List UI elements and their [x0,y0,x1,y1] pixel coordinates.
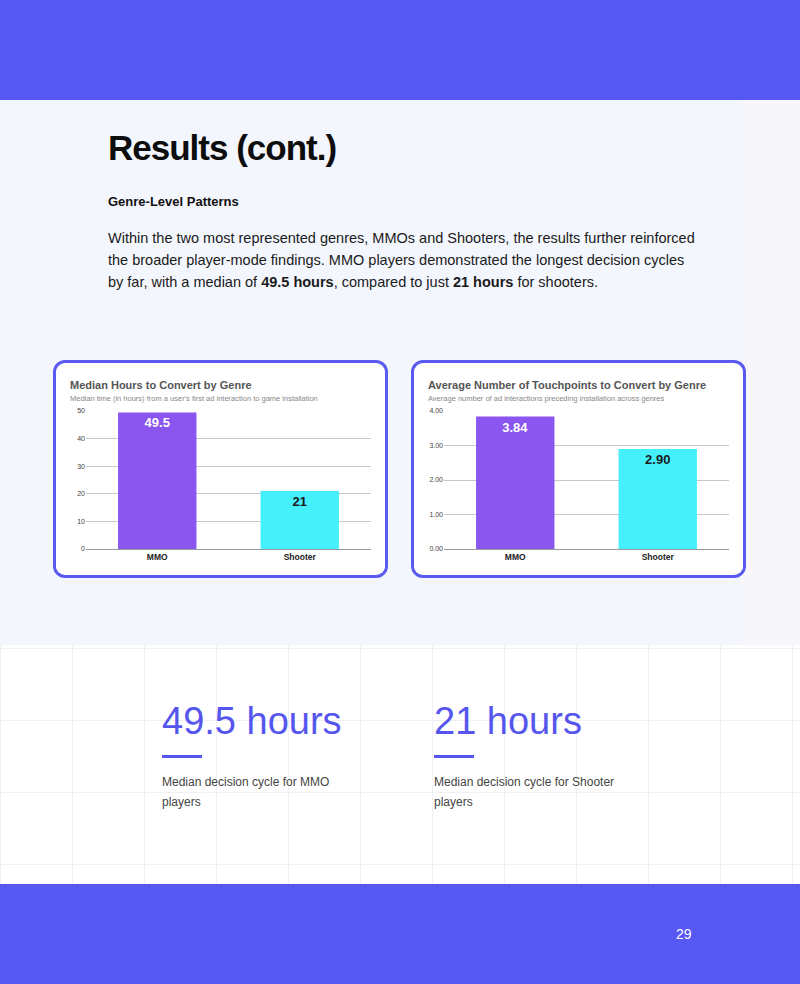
html-text:Median decision cycle for Shoo: Median decision cycle for Shooter player… [434,775,615,809]
svg-text:MMO: MMO [505,552,526,562]
svg-text:20: 20 [77,490,85,497]
svg-text:0.00: 0.00 [429,545,443,552]
html-text:Average Number of Touchpoints: Average Number of Touchpoints to Convert… [428,379,707,391]
html-text:29: 29 [676,926,692,942]
svg-text:50: 50 [77,407,85,414]
svg-text:1.00: 1.00 [429,511,443,518]
html-text:49.5 hours: 49.5 hours [162,700,342,742]
html-text:Median decision cycle for MMO: Median decision cycle for MMO players [162,775,330,809]
svg-text:40: 40 [77,435,85,442]
svg-text:2.90: 2.90 [645,452,670,467]
svg-text:10: 10 [77,518,85,525]
html-text:21 hours: 21 hours [434,700,582,742]
svg-text:2.00: 2.00 [429,476,443,483]
svg-text:3.00: 3.00 [429,442,443,449]
svg-text:21: 21 [293,494,307,509]
html-text:Median time (in hours) from a: Median time (in hours) from a user's fir… [70,394,318,403]
svg-text:Shooter: Shooter [284,552,317,562]
svg-text:49.5: 49.5 [145,415,170,430]
svg-text:4.00: 4.00 [429,407,443,414]
svg-text:MMO: MMO [147,552,168,562]
html-text:Median Hours to Convert by Gen: Median Hours to Convert by Genre [70,379,252,391]
html-text:Within the two most represente: Within the two most represented genres, … [108,230,695,290]
svg-text:30: 30 [77,463,85,470]
svg-text:Shooter: Shooter [642,552,675,562]
html-text:Average number of ad interacti: Average number of ad interactions preced… [428,394,665,403]
html-text:Genre-Level Patterns: Genre-Level Patterns [108,194,239,209]
svg-text:3.84: 3.84 [502,420,528,435]
svg-text:0: 0 [81,545,85,552]
html-text:Results (cont.): Results (cont.) [108,128,337,167]
